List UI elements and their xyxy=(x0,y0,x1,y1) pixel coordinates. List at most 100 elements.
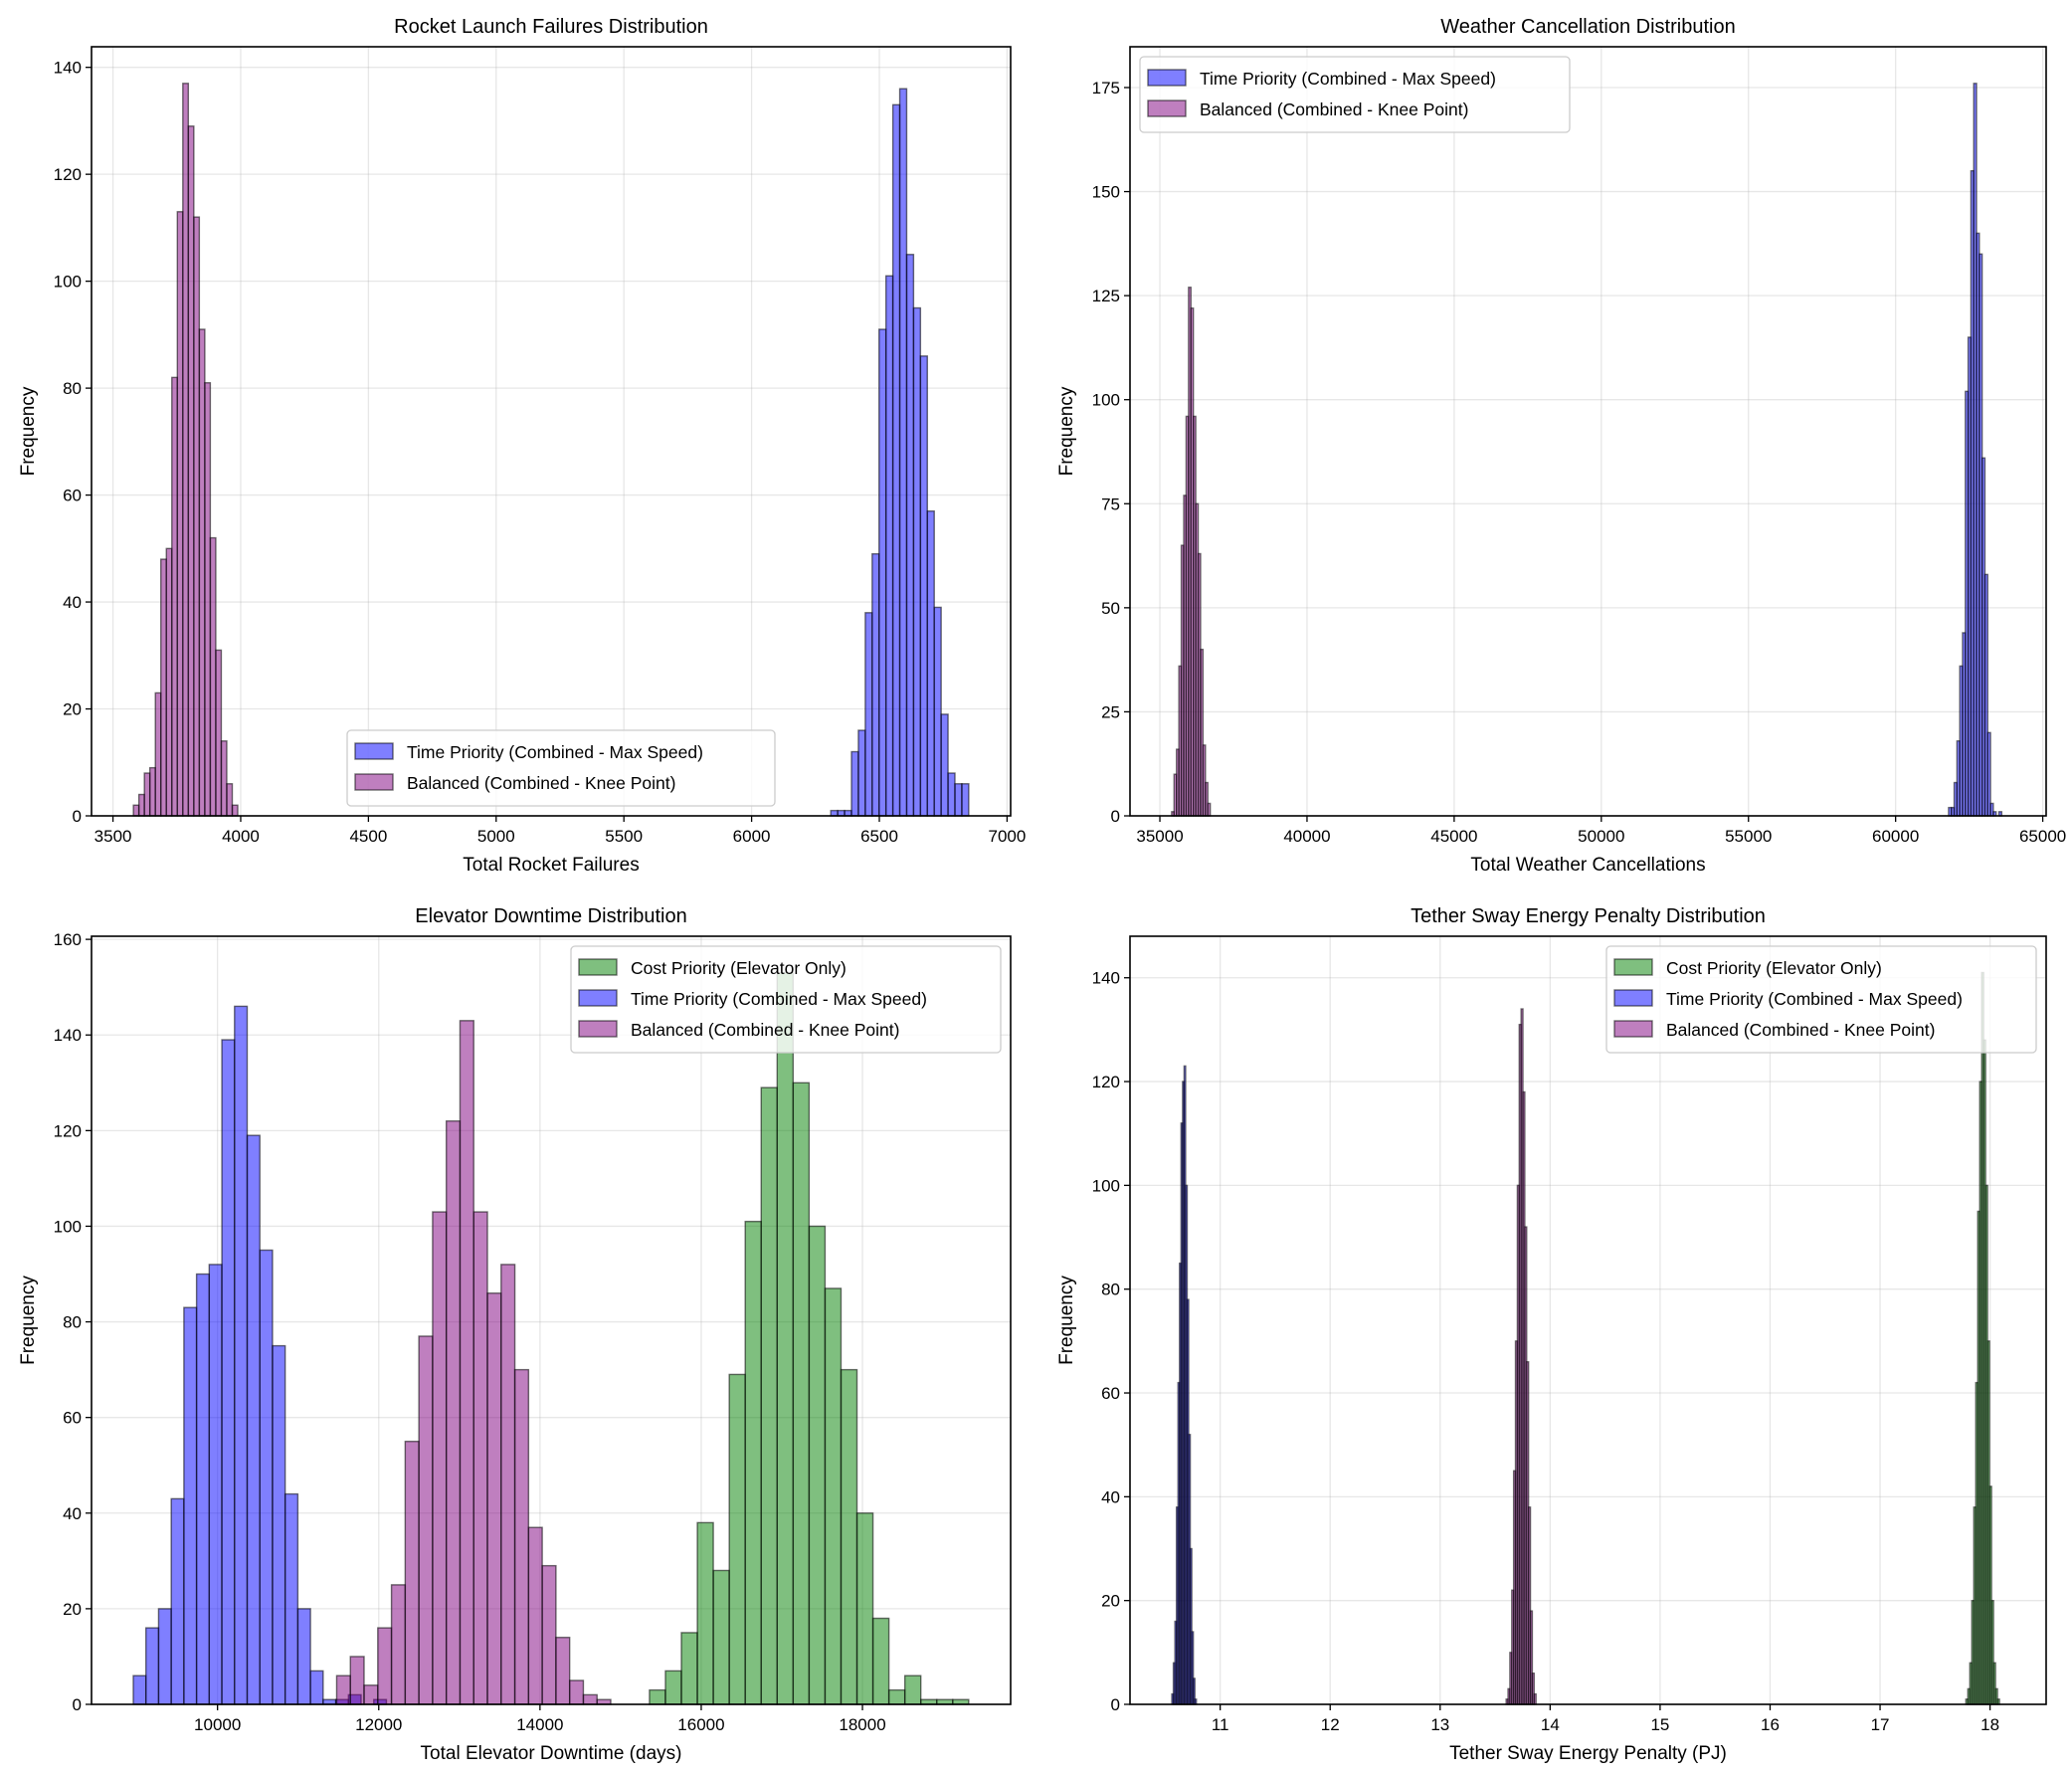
histogram-bar xyxy=(182,83,190,817)
histogram-bar xyxy=(541,1564,557,1705)
histogram-bar xyxy=(664,1670,682,1705)
histogram-bar xyxy=(259,1249,274,1705)
histogram-bar xyxy=(296,1608,311,1705)
legend-swatch xyxy=(1613,958,1653,976)
chart-title: Tether Sway Energy Penalty Distribution xyxy=(1411,905,1766,927)
chart-title: Weather Cancellation Distribution xyxy=(1440,16,1735,38)
x-axis-label: Total Elevator Downtime (days) xyxy=(421,1743,682,1764)
y-tick-label: 140 xyxy=(54,59,82,78)
x-tick-label: 3500 xyxy=(94,827,132,846)
y-tick-label: 100 xyxy=(54,273,82,292)
histogram-bar xyxy=(231,804,239,817)
x-tick-label: 13 xyxy=(1430,1715,1449,1734)
y-tick-label: 150 xyxy=(1092,183,1120,202)
y-tick-label: 140 xyxy=(1092,969,1120,988)
y-tick-label: 75 xyxy=(1101,494,1120,513)
legend-swatch xyxy=(1613,1020,1653,1038)
axes-frame xyxy=(91,935,1012,1705)
histogram-bar xyxy=(933,606,942,817)
x-tick-label: 5000 xyxy=(477,827,515,846)
legend-frame xyxy=(570,945,1002,1054)
histogram-bar xyxy=(871,1617,890,1705)
histogram-bar xyxy=(404,1440,420,1705)
legend-swatch xyxy=(578,958,618,976)
histogram-bar xyxy=(335,1675,351,1705)
axes-frame xyxy=(91,46,1012,817)
legend-frame xyxy=(1605,945,2037,1054)
histogram-bar xyxy=(898,88,908,817)
histogram-bar xyxy=(871,552,880,817)
x-tick-label: 35000 xyxy=(1136,827,1183,846)
legend: Cost Priority (Elevator Only) Time Priori… xyxy=(1605,945,2037,1054)
y-axis-label: Frequency xyxy=(18,1276,39,1365)
x-tick-label: 11 xyxy=(1212,1715,1229,1734)
legend-entry: Time Priority (Combined - Max Speed) xyxy=(1666,989,1963,1009)
y-axis-label: Frequency xyxy=(18,386,39,476)
y-tick-label: 175 xyxy=(1092,79,1120,98)
histogram-bar xyxy=(840,1368,858,1705)
legend-swatch xyxy=(578,989,618,1007)
x-tick-label: 4500 xyxy=(349,827,387,846)
x-tick-label: 17 xyxy=(1871,1715,1890,1734)
legend-entry: Time Priority (Combined - Max Speed) xyxy=(407,742,703,762)
histogram-bar xyxy=(857,729,866,817)
histogram-bar xyxy=(132,804,140,817)
histogram-bar xyxy=(696,1521,714,1705)
histogram-bar xyxy=(195,1273,211,1705)
histogram-bar xyxy=(246,1134,261,1705)
x-tick-label: 14000 xyxy=(516,1715,563,1734)
histogram-bar xyxy=(884,275,894,817)
legend: Time Priority (Combined - Max Speed) Bala… xyxy=(1139,56,1571,133)
x-tick-label: 40000 xyxy=(1283,827,1330,846)
y-tick-label: 60 xyxy=(63,487,82,505)
y-tick-label: 60 xyxy=(63,1409,82,1428)
legend-entry: Balanced (Combined - Knee Point) xyxy=(1666,1020,1935,1040)
histogram-bar xyxy=(568,1679,585,1705)
legend: Time Priority (Combined - Max Speed) Bala… xyxy=(346,729,776,807)
legend-entry: Cost Priority (Elevator Only) xyxy=(1666,958,1882,978)
histogram-bar xyxy=(649,1688,666,1705)
y-tick-label: 20 xyxy=(1101,1592,1120,1611)
histogram-bar xyxy=(472,1211,488,1705)
histogram-bar xyxy=(148,766,156,817)
histogram-bar xyxy=(905,254,915,817)
histogram-bar xyxy=(272,1344,286,1705)
histogram-bar xyxy=(204,382,212,817)
histogram-bar xyxy=(500,1264,516,1705)
y-tick-label: 25 xyxy=(1101,702,1120,721)
x-tick-label: 5500 xyxy=(605,827,643,846)
y-tick-label: 140 xyxy=(54,1026,82,1045)
histogram-bar xyxy=(891,103,901,817)
legend-entry: Balanced (Combined - Knee Point) xyxy=(407,773,675,793)
y-tick-label: 80 xyxy=(63,1313,82,1332)
histogram-bar xyxy=(555,1637,571,1705)
histogram-bar xyxy=(283,1492,299,1705)
histogram-bar xyxy=(837,809,846,817)
y-tick-label: 40 xyxy=(1101,1487,1120,1506)
y-tick-label: 120 xyxy=(1092,1073,1120,1091)
legend-swatch xyxy=(1147,99,1187,117)
y-tick-label: 20 xyxy=(63,1600,82,1619)
histogram-bar xyxy=(513,1368,530,1705)
histogram-bar xyxy=(377,1627,393,1705)
legend-swatch xyxy=(1613,989,1653,1007)
subplot-4: 11 12 13 14 15 16 17 18 0 20 40 60 80 100 120 140 Tether… xyxy=(1056,905,2047,1764)
histogram-bar xyxy=(221,1039,236,1705)
x-axis-label: Tether Sway Energy Penalty (PJ) xyxy=(1449,1743,1727,1764)
histogram-bar xyxy=(926,510,935,817)
histogram-bar xyxy=(157,1608,172,1705)
histogram-bar xyxy=(215,649,223,817)
histogram-bar xyxy=(792,1082,811,1705)
legend-entry: Balanced (Combined - Knee Point) xyxy=(1200,99,1468,119)
histogram-bar xyxy=(165,547,173,817)
y-tick-label: 0 xyxy=(73,1695,82,1714)
histogram-bar xyxy=(309,1670,324,1705)
x-tick-label: 12 xyxy=(1321,1715,1340,1734)
histogram-bar xyxy=(234,1005,249,1705)
y-tick-label: 40 xyxy=(63,1504,82,1523)
y-tick-label: 120 xyxy=(54,1121,82,1140)
x-tick-label: 7000 xyxy=(988,827,1026,846)
x-axis-label: Total Rocket Failures xyxy=(463,855,639,876)
subplot-2: 35000 40000 45000 50000 55000 60000 65000 0 25 50… xyxy=(1056,16,2066,876)
histogram-bar xyxy=(363,1684,379,1705)
